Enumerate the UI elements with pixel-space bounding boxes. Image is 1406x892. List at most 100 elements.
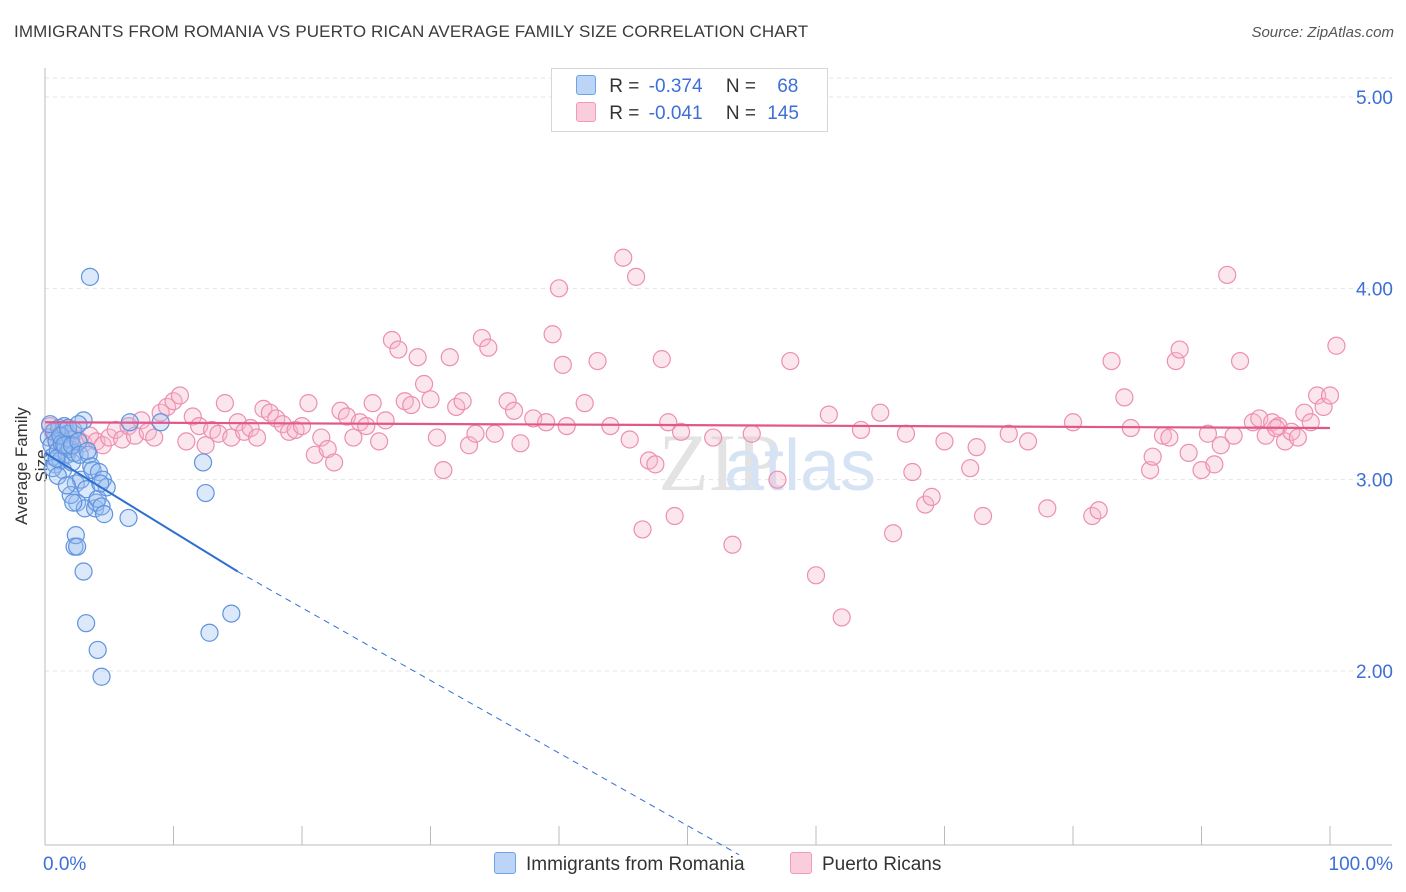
puerto-rican-point	[312, 428, 331, 447]
puerto-rican-point	[557, 416, 576, 436]
puerto-rican-point	[344, 428, 363, 447]
puerto-rican-point	[1198, 424, 1218, 443]
x-tick-label-end: 100.0%	[1329, 854, 1394, 875]
puerto-rican-point	[408, 348, 427, 367]
puerto-rican-point	[883, 524, 903, 543]
x-tick-label-start: 0.0%	[43, 854, 86, 875]
puerto-rican-point	[1211, 436, 1230, 455]
legend-row-puerto: R = -0.041 N = 145	[576, 102, 799, 124]
puerto-rican-point	[357, 416, 376, 436]
puerto-rican-point	[543, 325, 562, 344]
puerto-rican-point	[247, 428, 267, 447]
romania-point	[57, 476, 76, 495]
puerto-rican-point	[723, 535, 742, 554]
correlation-legend: R = -0.374 N = 68 R = -0.041 N = 145	[551, 68, 828, 132]
puerto-rican-point	[498, 392, 517, 411]
romania-point	[66, 526, 85, 545]
r-label: R =	[609, 103, 640, 124]
puerto-rican-point	[453, 392, 472, 411]
puerto-rican-point	[620, 430, 639, 449]
puerto-rican-point	[781, 351, 800, 371]
chart-title: IMMIGRANTS FROM ROMANIA VS PUERTO RICAN …	[14, 22, 809, 41]
puerto-rican-point	[376, 411, 395, 430]
puerto-rican-point	[183, 407, 202, 426]
romania-point	[222, 604, 241, 623]
puerto-rican-point	[434, 461, 453, 480]
romania-point	[119, 508, 138, 528]
n-value-puerto: 145	[767, 103, 799, 124]
romania-point	[41, 415, 60, 434]
puerto-rican-point	[704, 428, 723, 447]
puerto-rican-point	[1018, 432, 1038, 451]
romania-legend-label: Immigrants from Romania	[526, 854, 745, 875]
r-value-romania: -0.374	[648, 76, 703, 97]
puerto-rican-point	[1115, 388, 1134, 407]
puerto-rican-point	[1160, 428, 1179, 447]
puerto-rican-point	[1170, 340, 1189, 359]
romania-legend-swatch	[494, 852, 516, 874]
puerto-rican-point	[1224, 426, 1243, 445]
romania-point	[91, 474, 110, 493]
puerto-rican-point	[1140, 461, 1160, 480]
romania-point	[55, 436, 74, 455]
r-value-puerto: -0.041	[648, 103, 703, 124]
puerto-rican-point	[961, 459, 980, 478]
puerto-rican-point	[479, 338, 498, 357]
puerto-rican-point	[665, 506, 684, 526]
puerto-rican-point	[1205, 455, 1224, 474]
puerto-rican-point	[1038, 499, 1057, 518]
puerto-rican-point	[614, 248, 633, 267]
puerto-rican-point	[504, 401, 524, 420]
puerto-rican-point	[466, 424, 485, 443]
y-tick-label: 4.00	[1356, 279, 1393, 300]
romania-points	[39, 267, 241, 686]
puerto-rican-point	[1102, 351, 1121, 371]
romania-point	[59, 418, 78, 438]
y-tick-label: 2.00	[1356, 662, 1393, 683]
puerto-rican-point	[922, 487, 941, 506]
puerto-rican-point	[806, 566, 826, 585]
romania-point	[64, 493, 83, 512]
puerto-rican-point	[421, 390, 440, 409]
puerto-rican-point	[832, 608, 851, 627]
puerto-rican-point	[402, 395, 421, 415]
y-tick-label: 5.00	[1356, 88, 1393, 109]
puerto-rican-point	[414, 374, 434, 394]
y-tick-label: 3.00	[1356, 471, 1393, 492]
bottom-legend-puerto: Puerto Ricans	[790, 852, 941, 876]
puerto-rican-point	[1288, 428, 1307, 447]
romania-trend-extension	[237, 571, 740, 856]
puerto-rican-point	[132, 411, 151, 430]
puerto-rican-point	[1143, 447, 1162, 466]
romania-point	[88, 640, 107, 660]
puerto-legend-label: Puerto Ricans	[822, 854, 942, 875]
tick-labels: 2.00 3.00 4.00 5.00 0.0% 100.0%	[43, 88, 1393, 875]
bottom-legend-romania: Immigrants from Romania	[494, 852, 745, 876]
trend-lines	[44, 421, 1331, 856]
axes	[44, 68, 1392, 846]
puerto-rican-point	[472, 328, 491, 348]
puerto-rican-point	[671, 422, 691, 441]
puerto-rican-point	[1295, 403, 1314, 422]
romania-swatch	[576, 75, 596, 95]
romania-point	[74, 562, 93, 581]
puerto-rican-point	[537, 413, 556, 432]
n-label: N =	[725, 103, 756, 124]
puerto-rican-point	[299, 394, 318, 413]
r-label: R =	[609, 76, 640, 97]
puerto-rican-point	[659, 413, 678, 432]
puerto-rican-point	[851, 420, 871, 440]
romania-point	[92, 667, 111, 686]
grid-lines	[45, 77, 1392, 672]
romania-point	[193, 453, 213, 472]
n-value-romania: 68	[777, 76, 799, 97]
puerto-rican-point	[485, 424, 504, 443]
puerto-rican-point	[427, 428, 447, 447]
puerto-rican-point	[553, 355, 572, 374]
puerto-rican-point	[1308, 386, 1327, 405]
puerto-rican-point	[363, 394, 382, 413]
puerto-rican-point	[626, 267, 646, 286]
puerto-rican-point	[292, 416, 312, 436]
puerto-rican-point	[549, 279, 569, 298]
puerto-rican-point	[601, 416, 620, 436]
